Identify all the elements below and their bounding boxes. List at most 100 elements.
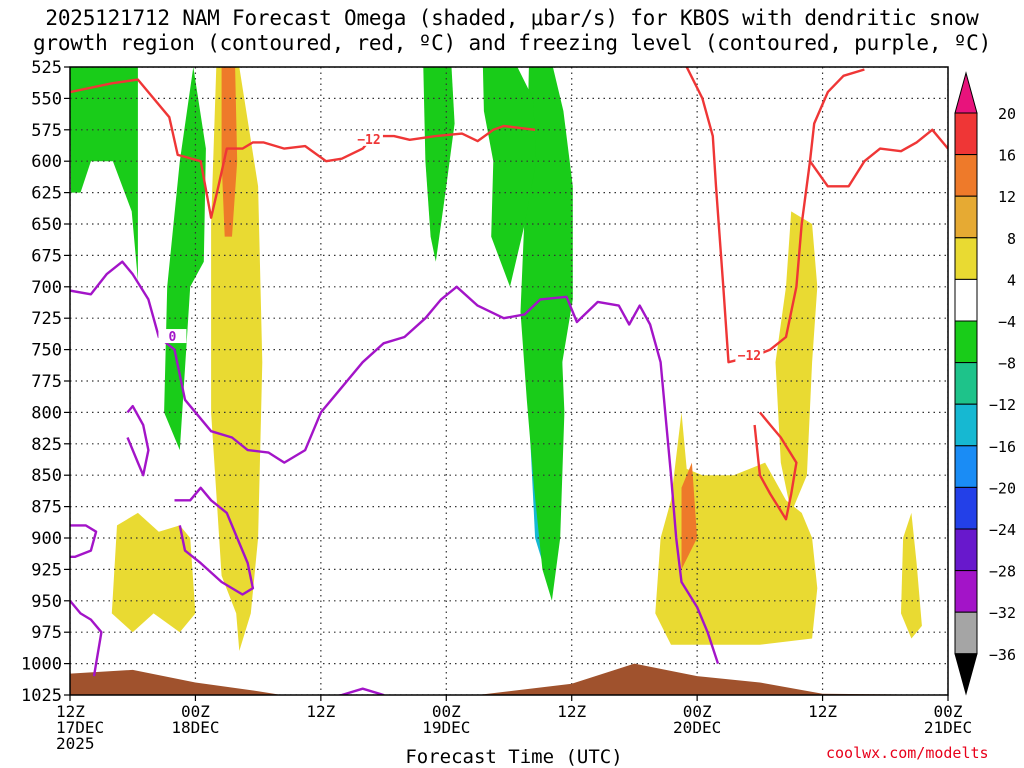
contour-label-bg-freezing-level-main [158, 329, 187, 344]
y-tick-label-625: 625 [31, 184, 62, 204]
gridlines [70, 67, 948, 695]
colorbar-bin--28--24 [954, 528, 978, 572]
colorbar-label-8: −16 [989, 438, 1016, 456]
omega-region-descent-lower-left [111, 512, 196, 633]
x-tick-label-12-0: 00Z [181, 702, 210, 721]
contour-freezing-level-far-bottom-left [70, 600, 103, 677]
omega-region-ascent-upper-middle [482, 67, 537, 287]
x-tick-label-24-0: 12Z [306, 702, 335, 721]
contour-freezing-level-bottom-left [70, 524, 98, 558]
colorbar-bin--16--12 [954, 403, 978, 447]
y-tick-label-975: 975 [31, 623, 62, 643]
y-tick-label-875: 875 [31, 498, 62, 518]
colorbar-label-13: −36 [989, 646, 1016, 664]
y-tick-label-775: 775 [31, 372, 62, 392]
y-tick-label-850: 850 [31, 466, 62, 486]
colorbar-bin-12-16 [954, 154, 978, 197]
colorbar-bin-8-12 [954, 195, 978, 239]
y-tick-label-700: 700 [31, 278, 62, 298]
y-tick-label-675: 675 [31, 246, 62, 266]
contour-dendritic-growth-right [685, 67, 865, 364]
contour-dendritic-growth-lower-right [753, 411, 798, 521]
x-tick-label-0-2: 2025 [56, 734, 95, 753]
y-tick-label-525: 525 [31, 58, 62, 78]
y-tick-label-900: 900 [31, 529, 62, 549]
x-tick-label-0-0: 12Z [56, 702, 85, 721]
credit-link[interactable]: coolwx.com/modelts [826, 744, 989, 762]
y-tick-label-600: 600 [31, 152, 62, 172]
colorbar-bin--36--32 [954, 611, 978, 655]
contour-dendritic-growth-top-right [809, 128, 948, 188]
colorbar-bin--4-4 [954, 278, 978, 322]
contour-freezing-level-left-small [126, 404, 150, 477]
contour-label-freezing-level-main: 0 [169, 330, 177, 345]
y-tick-label-950: 950 [31, 592, 62, 612]
colorbar-label-5: −4 [998, 313, 1016, 331]
contour-dendritic-growth-left [70, 78, 536, 219]
y-tick-label-750: 750 [31, 341, 62, 361]
terrain-surface [70, 663, 948, 695]
contour-label-bg-dendritic-growth-right [735, 347, 764, 362]
title-line-2: growth region (contoured, red, ºC) and f… [32, 31, 992, 55]
x-tick-label-84-0: 00Z [934, 702, 963, 721]
title-line-1: 2025121712 NAM Forecast Omega (shaded, μ… [45, 6, 979, 30]
colorbar-bottom-extension [954, 653, 978, 696]
y-tick-label-1025: 1025 [21, 686, 62, 706]
colorbar-bin--12--8 [954, 362, 978, 405]
colorbar-label-2: 12 [998, 188, 1016, 206]
x-tick-label-60-1: 20DEC [673, 718, 721, 737]
colorbar: 20 16 12 8 4 −4 −8 −12 −16 −20 −24 −28 −32 −36 [954, 71, 1016, 696]
y-tick-label-1000: 1000 [21, 655, 62, 675]
y-tick-label-575: 575 [31, 121, 62, 141]
colorbar-label-6: −8 [998, 355, 1016, 373]
x-tick-label-12-1: 18DEC [171, 718, 219, 737]
omega-region-ascent-band-green [520, 67, 573, 601]
plot-area: −12 −12 0 [70, 67, 948, 695]
y-tick-label-825: 825 [31, 435, 62, 455]
colorbar-label-7: −12 [989, 396, 1016, 414]
colorbar-label-10: −24 [989, 521, 1016, 539]
y-tick-label-550: 550 [31, 89, 62, 109]
omega-region-descent-lower-mid-orange [681, 462, 698, 570]
y-tick-label-925: 925 [31, 560, 62, 580]
colorbar-label-11: −28 [989, 563, 1016, 581]
colorbar-label-1: 16 [998, 147, 1016, 165]
x-tick-label-72-0: 12Z [808, 702, 837, 721]
y-tick-label-800: 800 [31, 403, 62, 423]
omega-region-descent-lower-mid [655, 412, 818, 645]
x-tick-label-36-1: 19DEC [422, 718, 470, 737]
colorbar-bin--32--28 [954, 570, 978, 613]
contour-freezing-level-left-loop [174, 486, 255, 596]
x-tick-label-84-1: 21DEC [924, 718, 972, 737]
colorbar-bin-16-20 [954, 112, 978, 156]
x-tick-label-48-0: 12Z [557, 702, 586, 721]
colorbar-bin--24--20 [954, 486, 978, 530]
contour-label-dendritic-growth-right: −12 [738, 349, 761, 364]
contour-freezing-level-near-surface [335, 687, 384, 695]
omega-region-descent-far-right [901, 512, 922, 639]
colorbar-label-3: 8 [1007, 230, 1016, 248]
y-tick-label-650: 650 [31, 215, 62, 235]
contour-label-bg-dendritic-growth-left [354, 131, 383, 146]
colorbar-label-0: 20 [998, 105, 1016, 123]
colorbar-bin-4-8 [954, 237, 978, 280]
colorbar-bin--20--16 [954, 445, 978, 488]
omega-region-ascent-upper-mid2 [423, 67, 455, 262]
colorbar-top-extension [954, 71, 978, 114]
y-tick-label-725: 725 [31, 309, 62, 329]
colorbar-bin--8--4 [954, 320, 978, 364]
omega-region-descent-right-column [775, 211, 818, 513]
x-axis-label: Forecast Time (UTC) [405, 746, 623, 768]
omega-region-descent-left-column-orange [221, 67, 238, 237]
chart-title: 2025121712 NAM Forecast Omega (shaded, μ… [0, 6, 1024, 56]
x-tick-label-60-0: 00Z [683, 702, 712, 721]
colorbar-label-12: −32 [989, 604, 1016, 622]
contour-freezing-level-main [70, 260, 720, 664]
colorbar-label-4: 4 [1007, 271, 1016, 289]
x-tick-label-0-1: 17DEC [56, 718, 104, 737]
omega-region-ascent-upper-left [70, 67, 138, 281]
colorbar-label-9: −20 [989, 479, 1016, 497]
x-tick-label-36-0: 00Z [432, 702, 461, 721]
contour-label-dendritic-growth-left: −12 [357, 133, 380, 148]
